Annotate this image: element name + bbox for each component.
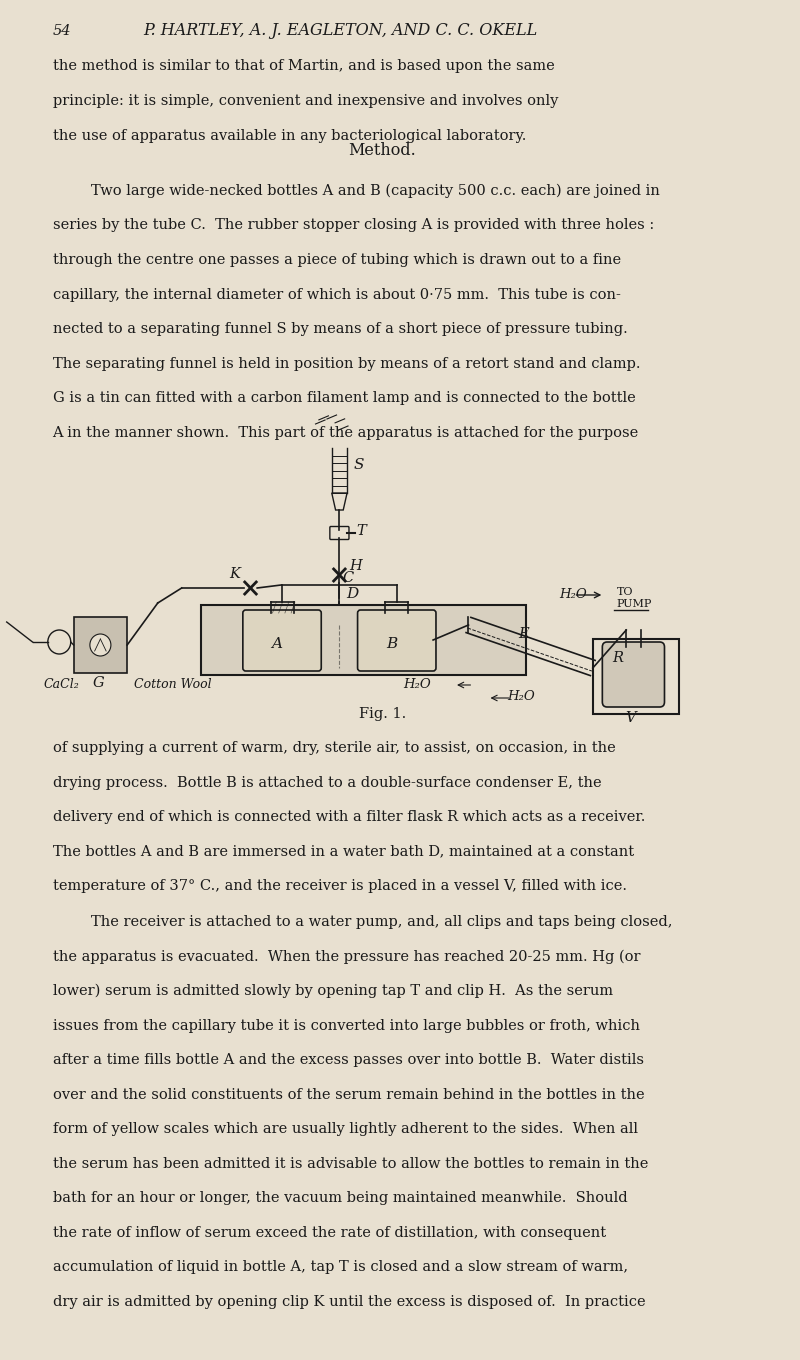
Text: K: K (230, 567, 240, 581)
Text: the serum has been admitted it is advisable to allow the bottles to remain in th: the serum has been admitted it is advisa… (53, 1157, 648, 1171)
Text: accumulation of liquid in bottle A, tap T is closed and a slow stream of warm,: accumulation of liquid in bottle A, tap … (53, 1261, 628, 1274)
Text: of supplying a current of warm, dry, sterile air, to assist, on occasion, in the: of supplying a current of warm, dry, ste… (53, 741, 615, 755)
Text: capillary, the internal diameter of which is about 0·75 mm.  This tube is con-: capillary, the internal diameter of whic… (53, 287, 621, 302)
Text: H: H (349, 559, 362, 573)
Circle shape (90, 634, 111, 656)
Text: D: D (346, 588, 358, 601)
Text: bath for an hour or longer, the vacuum being maintained meanwhile.  Should: bath for an hour or longer, the vacuum b… (53, 1191, 627, 1205)
Text: T: T (357, 524, 366, 539)
Text: form of yellow scales which are usually lightly adherent to the sides.  When all: form of yellow scales which are usually … (53, 1122, 638, 1137)
Text: after a time fills bottle A and the excess passes over into bottle B.  Water dis: after a time fills bottle A and the exce… (53, 1054, 643, 1068)
Text: TO
PUMP: TO PUMP (617, 588, 652, 609)
Text: H₂O: H₂O (506, 690, 534, 703)
Circle shape (48, 630, 70, 654)
Text: C: C (342, 571, 354, 585)
Text: V: V (626, 711, 636, 725)
Text: A in the manner shown.  This part of the apparatus is attached for the purpose: A in the manner shown. This part of the … (53, 426, 639, 439)
Text: dry air is admitted by opening clip K until the excess is disposed of.  In pract: dry air is admitted by opening clip K un… (53, 1295, 646, 1308)
Text: the use of apparatus available in any bacteriological laboratory.: the use of apparatus available in any ba… (53, 129, 526, 143)
Text: principle: it is simple, convenient and inexpensive and involves only: principle: it is simple, convenient and … (53, 94, 558, 107)
FancyBboxPatch shape (243, 611, 322, 670)
Text: H₂O: H₂O (559, 588, 587, 601)
Text: G is a tin can fitted with a carbon filament lamp and is connected to the bottle: G is a tin can fitted with a carbon fila… (53, 392, 635, 405)
Text: series by the tube C.  The rubber stopper closing A is provided with three holes: series by the tube C. The rubber stopper… (53, 219, 654, 233)
Text: A: A (271, 636, 282, 651)
Text: The bottles A and B are immersed in a water bath D, maintained at a constant: The bottles A and B are immersed in a wa… (53, 845, 634, 858)
Text: lower) serum is admitted slowly by opening tap T and clip H.  As the serum: lower) serum is admitted slowly by openi… (53, 985, 613, 998)
Text: CaCl₂: CaCl₂ (43, 679, 78, 691)
Text: the apparatus is evacuated.  When the pressure has reached 20-25 mm. Hg (or: the apparatus is evacuated. When the pre… (53, 949, 640, 964)
Text: E: E (518, 627, 529, 641)
Text: nected to a separating funnel S by means of a short piece of pressure tubing.: nected to a separating funnel S by means… (53, 322, 627, 336)
Text: H₂O: H₂O (403, 679, 431, 691)
Text: S: S (354, 458, 364, 472)
FancyBboxPatch shape (330, 526, 349, 540)
Text: Two large wide-necked bottles A and B (capacity 500 c.c. each) are joined in: Two large wide-necked bottles A and B (c… (91, 184, 660, 199)
Text: Method.: Method. (349, 141, 416, 159)
Text: The separating funnel is held in position by means of a retort stand and clamp.: The separating funnel is held in positio… (53, 356, 640, 370)
Text: drying process.  Bottle B is attached to a double-surface condenser E, the: drying process. Bottle B is attached to … (53, 775, 602, 790)
Bar (593, 639, 679, 714)
Text: The receiver is attached to a water pump, and, all clips and taps being closed,: The receiver is attached to a water pump… (91, 915, 672, 929)
Text: R: R (612, 651, 623, 665)
Bar (74, 617, 127, 673)
FancyBboxPatch shape (358, 611, 436, 670)
Text: the rate of inflow of serum exceed the rate of distillation, with consequent: the rate of inflow of serum exceed the r… (53, 1225, 606, 1240)
Text: the method is similar to that of Martin, and is based upon the same: the method is similar to that of Martin,… (53, 58, 554, 73)
Text: over and the solid constituents of the serum remain behind in the bottles in the: over and the solid constituents of the s… (53, 1088, 644, 1102)
Text: P. HARTLEY, A. J. EAGLETON, AND C. C. OKELL: P. HARTLEY, A. J. EAGLETON, AND C. C. OK… (143, 22, 538, 39)
Text: Fig. 1.: Fig. 1. (359, 707, 406, 721)
Text: issues from the capillary tube it is converted into large bubbles or froth, whic: issues from the capillary tube it is con… (53, 1019, 639, 1034)
FancyBboxPatch shape (602, 642, 665, 707)
Bar (201, 605, 526, 675)
Text: Cotton Wool: Cotton Wool (134, 679, 211, 691)
Text: delivery end of which is connected with a filter flask R which acts as a receive: delivery end of which is connected with … (53, 811, 645, 824)
Text: temperature of 37° C., and the receiver is placed in a vessel V, filled with ice: temperature of 37° C., and the receiver … (53, 879, 626, 894)
Text: B: B (386, 636, 398, 651)
Text: G: G (93, 676, 104, 690)
Text: through the centre one passes a piece of tubing which is drawn out to a fine: through the centre one passes a piece of… (53, 253, 621, 267)
Text: 54: 54 (53, 24, 71, 38)
